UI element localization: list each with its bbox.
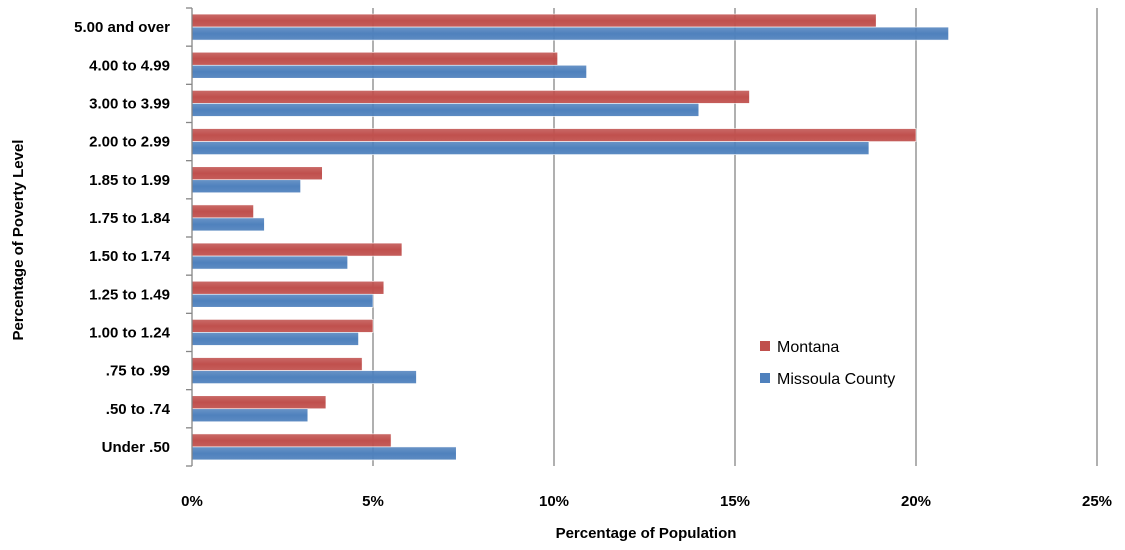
y-tick-label: 1.25 to 1.49: [89, 286, 170, 303]
y-tick-label: 2.00 to 2.99: [89, 134, 170, 151]
bar-montana: [191, 319, 374, 333]
y-tick-label: 1.00 to 1.24: [89, 324, 171, 341]
x-tick-label: 15%: [720, 493, 750, 510]
legend-swatch: [760, 373, 770, 383]
y-tick-label: Under .50: [102, 439, 170, 456]
x-tick-label: 0%: [181, 493, 203, 510]
y-tick-label: 4.00 to 4.99: [89, 57, 170, 74]
bar-missoula-county: [191, 293, 374, 308]
bar-montana: [191, 395, 327, 410]
axes: [186, 7, 193, 467]
bar-missoula-county: [191, 408, 309, 423]
y-tick-label: 1.75 to 1.84: [89, 210, 171, 227]
bar-montana: [191, 13, 877, 28]
bar-montana: [191, 242, 403, 257]
y-tick-label: 3.00 to 3.99: [89, 95, 170, 112]
bar-montana: [191, 51, 558, 66]
gridlines: [372, 8, 1098, 466]
bar-missoula-county: [191, 64, 587, 79]
y-tick-label: .75 to .99: [106, 363, 170, 380]
bar-missoula-county: [191, 179, 301, 194]
bar-montana: [191, 166, 323, 181]
y-tick-label: .50 to .74: [106, 401, 171, 418]
legend: Montana Missoula County: [760, 339, 895, 388]
y-tick-label: 5.00 and over: [74, 19, 170, 36]
bar-missoula-county: [191, 217, 265, 232]
bar-montana: [191, 90, 750, 104]
legend-label: Montana: [777, 339, 839, 356]
x-tick-label: 20%: [901, 493, 931, 510]
bar-missoula-county: [191, 103, 700, 117]
bar-missoula-county: [191, 446, 457, 461]
y-tick-label: 1.85 to 1.99: [89, 172, 170, 189]
tick-labels: 0% 5% 10% 15% 20% 25% 5.00 and over 4.00 to 4.9…: [74, 19, 1112, 510]
x-tick-label: 10%: [539, 493, 569, 510]
legend-swatch: [760, 341, 770, 351]
bar-missoula-county: [191, 370, 417, 384]
x-tick-label: 5%: [362, 493, 384, 510]
bar-montana: [191, 204, 254, 219]
bar-missoula-county: [191, 26, 949, 41]
y-tick-label: 1.50 to 1.74: [89, 248, 171, 265]
x-axis-title: Percentage of Population: [556, 525, 737, 542]
bar-missoula-county: [191, 141, 870, 155]
bar-montana: [191, 128, 917, 142]
bar-montana: [191, 433, 392, 448]
bar-montana: [191, 357, 363, 371]
bars: [191, 13, 949, 461]
y-axis-title: Percentage of Poverty Level: [10, 140, 27, 341]
bar-missoula-county: [191, 332, 359, 346]
x-tick-label: 25%: [1082, 493, 1112, 510]
bar-montana: [191, 280, 385, 295]
legend-label: Missoula County: [777, 371, 895, 388]
bar-missoula-county: [191, 255, 348, 270]
